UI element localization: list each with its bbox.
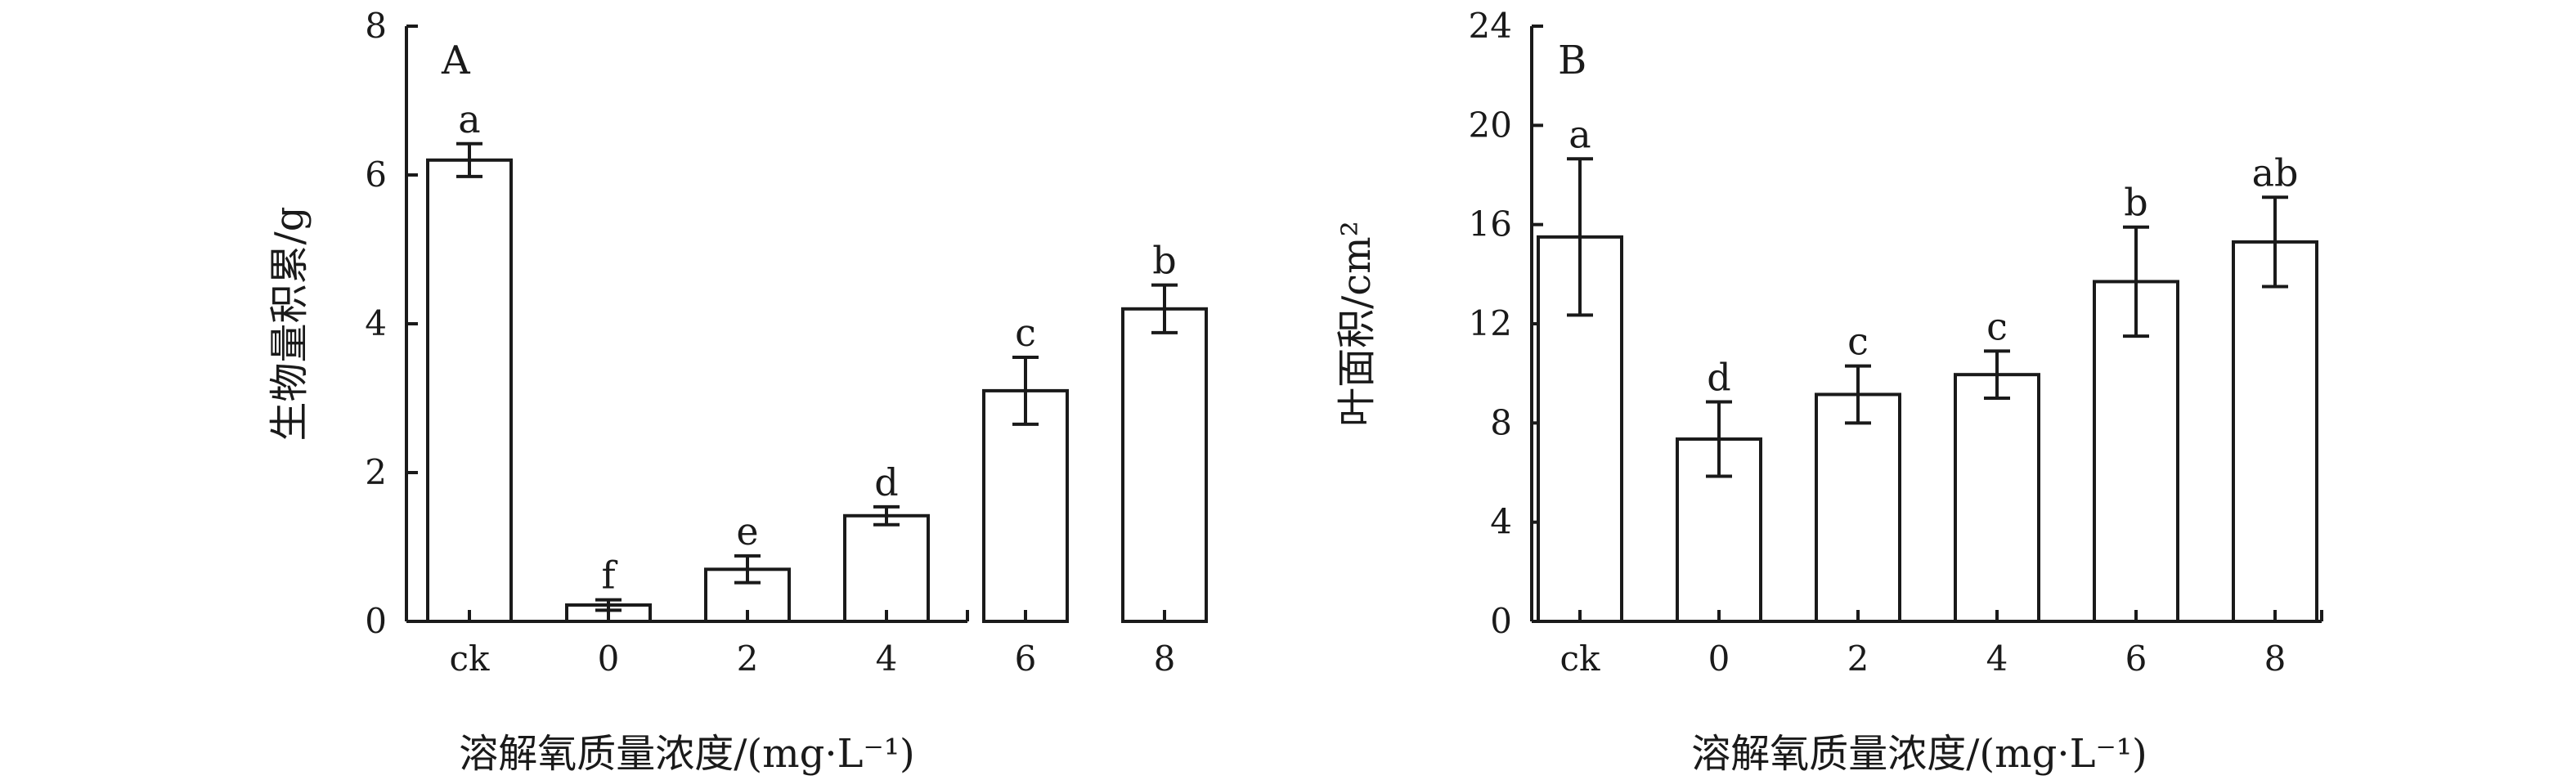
x-tick-label: 0 xyxy=(598,639,620,679)
x-tick-label: 0 xyxy=(1708,639,1730,679)
bar xyxy=(1954,373,2040,623)
x-axis-title: 溶解氧质量浓度/(mg·L⁻¹) xyxy=(459,731,915,777)
y-axis-title: 叶面积/cm² xyxy=(1334,221,1380,427)
significance-label: a xyxy=(458,97,480,141)
bar xyxy=(426,158,513,624)
panel-label: B xyxy=(1558,38,1586,83)
panel-label: A xyxy=(441,38,471,83)
x-tick-label: ck xyxy=(450,639,491,679)
x-tick-label: 2 xyxy=(737,639,759,679)
bar xyxy=(1121,307,1208,623)
y-tick-label: 20 xyxy=(1469,105,1512,145)
bar xyxy=(2232,240,2318,623)
significance-label: e xyxy=(736,509,758,554)
y-tick-label: 12 xyxy=(1469,303,1512,343)
y-tick-label: 4 xyxy=(365,303,387,343)
x-axis-title: 溶解氧质量浓度/(mg·L⁻¹) xyxy=(1691,731,2147,777)
significance-label: d xyxy=(874,460,898,504)
y-tick-label: 8 xyxy=(365,6,387,46)
significance-label: b xyxy=(2124,181,2147,225)
y-tick-label: 6 xyxy=(365,155,387,195)
x-tick-label: 8 xyxy=(1154,639,1176,679)
x-tick-label: 2 xyxy=(1847,639,1869,679)
panel-a: 0 2 4 6 8 a ck f 0 e 2 d 4 c 6 b 8 溶解氧质量浓度/(mg·L⁻¹) 生物量积累/… xyxy=(267,6,1208,777)
y-tick-label: 2 xyxy=(365,452,387,492)
significance-label: d xyxy=(1707,356,1730,400)
significance-label: c xyxy=(1847,320,1869,364)
bar xyxy=(2093,280,2179,623)
x-tick-label: 6 xyxy=(1015,639,1037,679)
bar xyxy=(1815,392,1901,623)
x-tick-label: 4 xyxy=(876,639,898,679)
y-tick-label: 8 xyxy=(1490,402,1512,442)
y-tick-label: 0 xyxy=(365,601,387,641)
significance-label: f xyxy=(601,554,617,598)
y-axis-title: 生物量积累/g xyxy=(267,207,312,442)
y-tick-label: 0 xyxy=(1490,601,1512,641)
bar xyxy=(982,388,1069,623)
significance-label: a xyxy=(1568,112,1591,156)
significance-label: c xyxy=(1015,311,1036,355)
significance-label: b xyxy=(1152,239,1176,283)
x-tick-label: 6 xyxy=(2125,639,2147,679)
x-tick-label: 4 xyxy=(1986,639,2008,679)
significance-label: c xyxy=(1986,304,2008,348)
x-tick-label: ck xyxy=(1560,639,1601,679)
bar xyxy=(843,513,930,624)
x-tick-label: 8 xyxy=(2264,639,2287,679)
y-tick-label: 4 xyxy=(1490,502,1512,542)
significance-label: ab xyxy=(2252,150,2299,195)
y-tick-label: 24 xyxy=(1469,6,1512,46)
panel-b: 0 4 8 12 16 20 24 a ck d 0 c 2 c 4 b 6 ab 8 溶解氧质量浓度/(mg·L⁻¹… xyxy=(1334,6,2323,777)
y-tick-label: 16 xyxy=(1469,204,1512,244)
